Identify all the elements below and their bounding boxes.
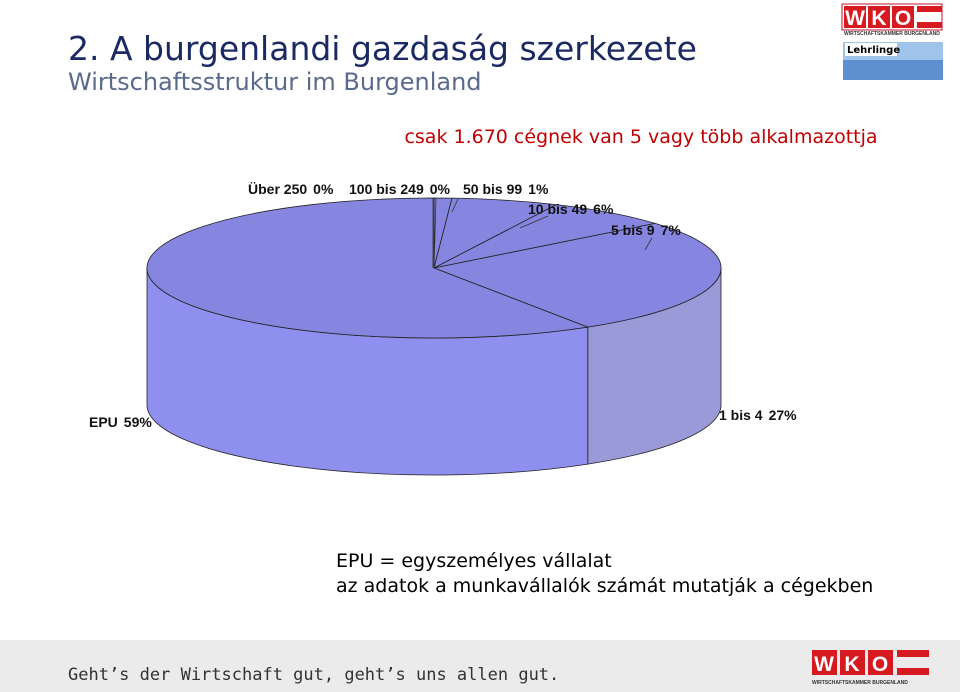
- value-label: 59%: [124, 414, 153, 430]
- leader-line: [433, 197, 437, 269]
- data-label: 10 bis 49 6%: [528, 201, 614, 217]
- slide-subtitle: Wirtschaftsstruktur im Burgenland: [68, 68, 482, 96]
- logo-letter: O: [895, 7, 911, 30]
- logo-box: [840, 650, 865, 675]
- value-label: 0%: [313, 181, 334, 197]
- logo-letter: K: [871, 7, 886, 30]
- logo-stripe: [917, 22, 942, 28]
- leader-line: [644, 237, 653, 251]
- pie-slice: [433, 204, 656, 269]
- value-label: 27%: [769, 407, 798, 423]
- data-label: EPU 59%: [89, 414, 152, 430]
- footer-logo: W K O WIRTSCHAFTSKAMMER BURGENLAND: [812, 650, 929, 686]
- pie-slice: [432, 222, 722, 328]
- top-logo: W K O WIRTSCHAFTSKAMMER BURGENLAND Lehrl…: [841, 3, 943, 80]
- category-label: 5 bis 9: [611, 222, 655, 238]
- logo-caption: WIRTSCHAFTSKAMMER BURGENLAND: [812, 680, 908, 686]
- logo-box: [812, 650, 837, 675]
- badge-label-bg: [845, 43, 897, 56]
- badge-label: Lehrlinge: [847, 45, 900, 56]
- category-label: 100 bis 249: [349, 181, 424, 197]
- data-label: Über 250 0%: [248, 181, 334, 197]
- badge-image: [843, 60, 943, 80]
- data-label: 50 bis 99 1%: [463, 181, 549, 197]
- logo-stripe: [897, 650, 929, 657]
- category-label: 1 bis 4: [719, 407, 763, 423]
- logo-letter: O: [872, 653, 888, 676]
- logo-box: [868, 6, 890, 28]
- logo-caption: WIRTSCHAFTSKAMMER BURGENLAND: [844, 31, 940, 37]
- logo-box: [868, 650, 893, 675]
- pie-chart: Über 250 0% 100 bis 249 0% 50 bis 99 1% 10 bis…: [89, 181, 797, 476]
- leader-line: [451, 198, 459, 213]
- logo-stripe: [897, 668, 929, 675]
- note: az adatok a munkavállalók számát mutatjá…: [336, 575, 873, 597]
- logo-letter: K: [844, 653, 859, 676]
- leader-line: [519, 215, 549, 229]
- logo-stripe: [917, 6, 942, 12]
- category-label: EPU: [89, 414, 118, 430]
- footer-band: [0, 640, 960, 692]
- data-label: 100 bis 249 0%: [349, 181, 451, 197]
- value-label: 1%: [528, 181, 549, 197]
- data-label: 5 bis 9 7%: [611, 222, 681, 238]
- logo-letter: W: [845, 7, 865, 30]
- category-label: 10 bis 49: [528, 201, 587, 217]
- footer-slogan: Geht’s der Wirtschaft gut, geht’s uns al…: [68, 665, 559, 685]
- category-label: Über 250: [248, 181, 307, 197]
- slide-title: 2. A burgenlandi gazdaság szerkezete: [68, 29, 697, 68]
- logo-letter: W: [814, 653, 834, 676]
- value-label: 0%: [430, 181, 451, 197]
- value-label: 7%: [661, 222, 682, 238]
- value-label: 6%: [593, 201, 614, 217]
- category-label: 50 bis 99: [463, 181, 522, 197]
- data-label: 1 bis 4 27%: [719, 407, 797, 423]
- chart-title: csak 1.670 cégnek van 5 vagy több alkalm…: [404, 126, 877, 148]
- note: EPU = egyszemélyes vállalat: [336, 550, 612, 572]
- logo-box: [892, 6, 914, 28]
- logo-box: [844, 6, 866, 28]
- pie-slice: [146, 197, 590, 339]
